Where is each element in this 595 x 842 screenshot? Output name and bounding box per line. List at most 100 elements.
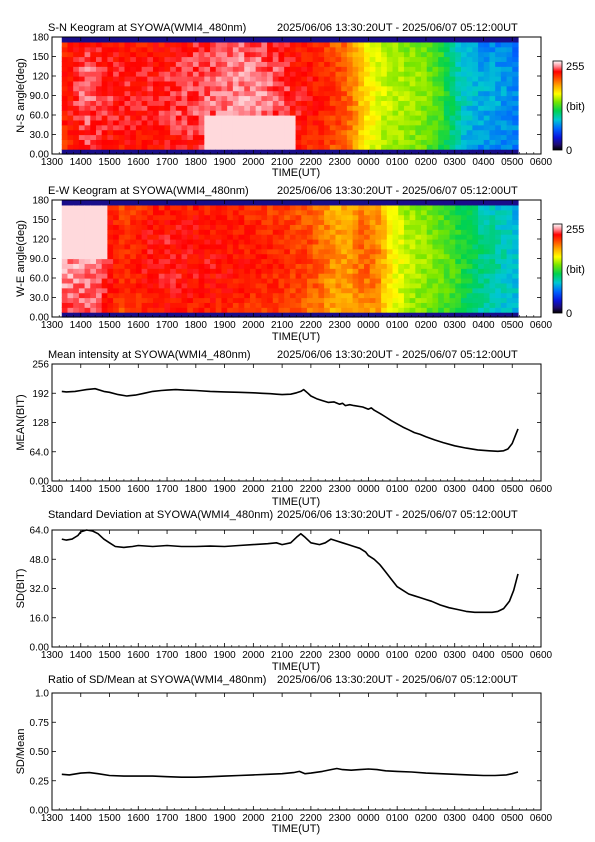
heatmap-cell	[67, 110, 74, 116]
heatmap-cell	[78, 297, 86, 303]
heatmap-cell	[221, 90, 228, 97]
heatmap-cell	[301, 219, 308, 225]
heatmap-cell	[381, 37, 388, 43]
heatmap-cell	[187, 51, 194, 58]
heatmap-cell	[284, 149, 291, 155]
heatmap-cell	[255, 115, 262, 121]
heatmap-cell	[341, 224, 348, 230]
heatmap-cell	[415, 243, 422, 250]
heatmap-cell	[426, 100, 434, 106]
heatmap-cell	[278, 95, 285, 101]
heatmap-cell	[221, 214, 228, 221]
heatmap-cell	[318, 90, 325, 97]
heatmap-cell	[232, 115, 240, 121]
y-tick-label: 120	[32, 72, 49, 83]
heatmap-cell	[107, 85, 114, 92]
heatmap-cell	[364, 124, 371, 131]
heatmap-cell	[158, 66, 166, 72]
heatmap-cell	[455, 312, 462, 318]
heatmap-cell	[96, 292, 103, 299]
heatmap-cell	[512, 263, 519, 269]
heatmap-cell	[164, 76, 171, 82]
heatmap-cell	[164, 224, 171, 230]
heatmap-cell	[426, 204, 434, 211]
heatmap-cell	[460, 248, 468, 255]
heatmap-cell	[375, 100, 382, 106]
heatmap-cell	[500, 282, 508, 289]
heatmap-cell	[438, 224, 445, 230]
heatmap-cell	[392, 312, 399, 318]
heatmap-cell	[187, 253, 194, 260]
heatmap-cell	[375, 51, 382, 58]
heatmap-cell	[426, 200, 434, 206]
heatmap-cell	[460, 253, 468, 260]
heatmap-cell	[483, 302, 491, 308]
heatmap-cell	[375, 287, 382, 294]
heatmap-cell	[135, 105, 143, 111]
heatmap-cell	[244, 76, 251, 82]
heatmap-cell	[113, 253, 120, 260]
heatmap-cell	[261, 46, 268, 53]
heatmap-cell	[198, 71, 205, 77]
heatmap-cell	[289, 219, 297, 225]
heatmap-cell	[107, 105, 114, 111]
y-tick-label: 64.0	[30, 526, 50, 537]
heatmap-cell	[358, 149, 365, 155]
heatmap-cell	[295, 129, 302, 136]
heatmap-cell	[438, 302, 445, 308]
heatmap-cell	[215, 287, 223, 294]
heatmap-cell	[318, 85, 325, 92]
heatmap-cell	[164, 134, 171, 140]
heatmap-cell	[386, 263, 394, 269]
heatmap-cell	[204, 243, 211, 250]
heatmap-cell	[438, 209, 445, 216]
heatmap-cell	[381, 51, 388, 58]
heatmap-cell	[318, 302, 325, 308]
heatmap-cell	[124, 61, 131, 67]
x-tick-label: 0600	[530, 484, 553, 495]
heatmap-cell	[306, 105, 314, 111]
heatmap-cell	[421, 297, 428, 303]
heatmap-cell	[130, 248, 137, 255]
heatmap-cell	[409, 209, 416, 216]
heatmap-cell	[506, 124, 513, 131]
heatmap-cell	[227, 95, 234, 101]
heatmap-cell	[381, 124, 388, 131]
heatmap-cell	[141, 110, 148, 116]
heatmap-cell	[512, 307, 519, 313]
heatmap-cell	[295, 312, 302, 318]
heatmap-cell	[500, 243, 508, 250]
heatmap-cell	[124, 209, 131, 216]
heatmap-cell	[232, 204, 240, 211]
heatmap-cell	[443, 41, 451, 48]
heatmap-cell	[375, 66, 382, 72]
heatmap-cell	[215, 85, 223, 92]
heatmap-cell	[130, 307, 137, 313]
heatmap-cell	[500, 224, 508, 230]
heatmap-cell	[483, 263, 491, 269]
heatmap-cell	[238, 139, 245, 145]
heatmap-cell	[153, 258, 160, 264]
heatmap-cell	[289, 90, 297, 97]
heatmap-cell	[375, 234, 382, 240]
heatmap-cell	[244, 312, 251, 318]
heatmap-cell	[67, 253, 74, 260]
heatmap-cell	[386, 229, 394, 235]
heatmap-cell	[346, 234, 354, 240]
heatmap-cell	[392, 110, 399, 116]
heatmap-cell	[267, 214, 274, 221]
heatmap-cell	[421, 129, 428, 136]
heatmap-cell	[204, 204, 211, 211]
heatmap-cell	[472, 149, 479, 155]
heatmap-cell	[506, 258, 513, 264]
heatmap-cell	[335, 129, 342, 136]
heatmap-cell	[483, 312, 491, 318]
heatmap-cell	[255, 80, 262, 87]
heatmap-cell	[135, 80, 143, 87]
heatmap-cell	[232, 234, 240, 240]
heatmap-cell	[472, 263, 479, 269]
heatmap-cell	[318, 80, 325, 87]
heatmap-cell	[118, 56, 126, 62]
heatmap-cell	[113, 51, 120, 58]
heatmap-cell	[460, 46, 468, 53]
